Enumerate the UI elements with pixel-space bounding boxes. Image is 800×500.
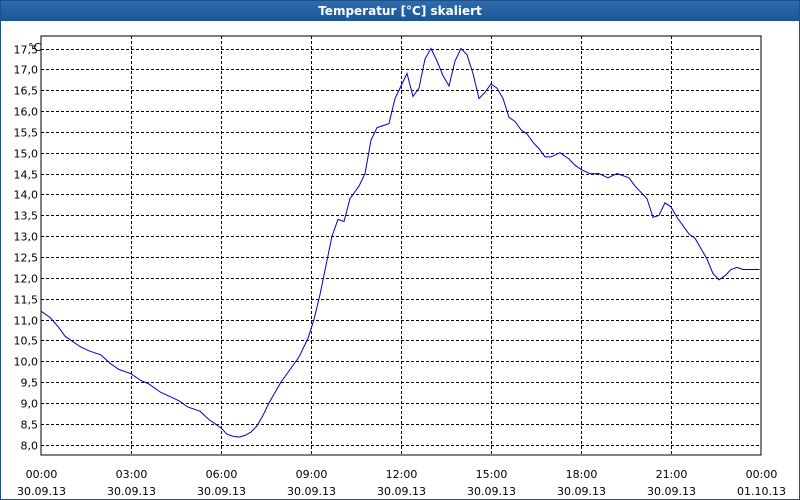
x-tick-date-label: 30.09.13 bbox=[287, 485, 336, 498]
y-tick-label: 17,5 bbox=[14, 44, 39, 57]
x-tick-time-label: 06:00 bbox=[206, 468, 238, 481]
y-tick-label: 15,0 bbox=[14, 148, 39, 161]
x-tick-date-label: 30.09.13 bbox=[197, 485, 246, 498]
plot-frame bbox=[40, 35, 762, 456]
chart-background bbox=[1, 21, 799, 499]
y-tick-label: 8,0 bbox=[21, 440, 39, 453]
y-tick-label: 13,0 bbox=[14, 231, 39, 244]
y-tick-label: 9,5 bbox=[21, 377, 39, 390]
x-tick-time-label: 00:00 bbox=[26, 468, 58, 481]
x-tick-labels: 00:00 30.09.13 03:00 30.09.13 06:00 30.09.13 0… bbox=[17, 468, 786, 498]
window-title: Temperatur [°C] skaliert bbox=[1, 1, 799, 21]
temperature-series-line bbox=[40, 47, 760, 438]
y-tick-label: 15,5 bbox=[14, 127, 39, 140]
x-tick-date-label: 30.09.13 bbox=[647, 485, 696, 498]
x-tick-date-label: 30.09.13 bbox=[377, 485, 426, 498]
x-tick-time-label: 00:00 bbox=[746, 468, 778, 481]
y-tick-label: 16,0 bbox=[14, 106, 39, 119]
y-tick-label: 13,5 bbox=[14, 210, 39, 223]
x-tick-time-label: 21:00 bbox=[656, 468, 688, 481]
y-tick-label: 12,0 bbox=[14, 273, 39, 286]
y-axis-unit: °C bbox=[28, 41, 42, 54]
y-tick-label: 10,0 bbox=[14, 356, 39, 369]
x-tick-time-label: 18:00 bbox=[566, 468, 598, 481]
grid-lines bbox=[41, 36, 761, 455]
y-tick-label: 9,0 bbox=[21, 398, 39, 411]
y-tick-label: 10,5 bbox=[14, 335, 39, 348]
y-tick-label: 11,0 bbox=[14, 315, 39, 328]
y-tick-label: 17,0 bbox=[14, 64, 39, 77]
y-tick-label: 14,0 bbox=[14, 189, 39, 202]
y-tick-label: 8,5 bbox=[21, 419, 39, 432]
x-tick-time-label: 15:00 bbox=[476, 468, 508, 481]
x-tick-date-label: 30.09.13 bbox=[467, 485, 516, 498]
x-tick-time-label: 09:00 bbox=[296, 468, 328, 481]
y-tick-label: 14,5 bbox=[14, 169, 39, 182]
y-tick-label: 11,5 bbox=[14, 294, 39, 307]
x-tick-date-label: 30.09.13 bbox=[17, 485, 66, 498]
x-tick-date-label: 01.10.13 bbox=[737, 485, 786, 498]
y-tick-label: 12,5 bbox=[14, 252, 39, 265]
temperature-chart: 8,0 8,5 9,0 9,5 10,0 10,5 11,0 11,5 12,0 12,5 13,0… bbox=[1, 21, 799, 499]
x-tick-time-label: 03:00 bbox=[116, 468, 148, 481]
x-tick-time-label: 12:00 bbox=[386, 468, 418, 481]
y-tick-label: 16,5 bbox=[14, 85, 39, 98]
y-tick-labels: 8,0 8,5 9,0 9,5 10,0 10,5 11,0 11,5 12,0 12,5 13,0… bbox=[14, 44, 39, 453]
x-tick-date-label: 30.09.13 bbox=[107, 485, 156, 498]
x-tick-date-label: 30.09.13 bbox=[557, 485, 606, 498]
